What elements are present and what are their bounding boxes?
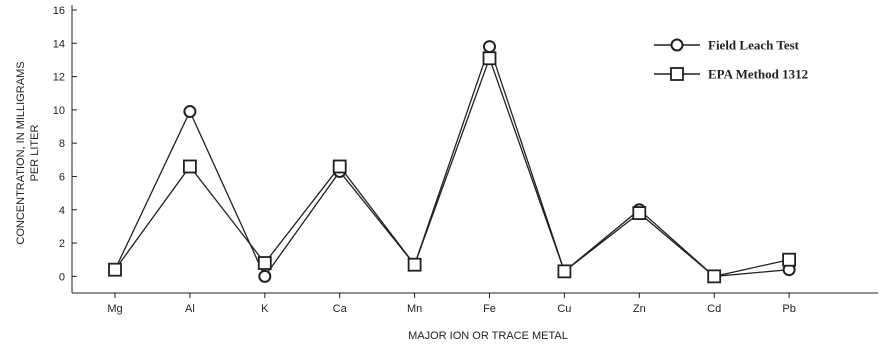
point-field-leach-test-Al [183, 105, 197, 119]
y-tick-label-2: 2 [59, 238, 65, 250]
y-tick-label-0: 0 [59, 271, 65, 283]
chart-axes [71, 5, 878, 294]
point-epa-method-1312-Al [182, 159, 197, 174]
point-epa-method-1312-Fe [482, 51, 497, 66]
legend-marker-epa-method-1312 [670, 67, 684, 81]
series-line-epa-method-1312 [114, 56, 790, 278]
series-layer [108, 40, 796, 284]
x-axis-title: MAJOR ION OR TRACE METAL [408, 330, 568, 342]
x-tick-label-K: K [261, 303, 269, 315]
y-axis-title-line-2: PER LITER [29, 125, 41, 182]
x-tick-label-Fe: Fe [483, 303, 496, 315]
y-tick-label-16: 16 [53, 5, 65, 17]
legend-label-field-leach-test: Field Leach Test [708, 38, 800, 53]
legend-marker-field-leach-test [670, 38, 684, 52]
y-tick-label-6: 6 [59, 171, 65, 183]
point-epa-method-1312-Mg [108, 262, 122, 277]
x-tick-label-Mn: Mn [407, 303, 422, 315]
y-axis-title-line-1: CONCENTRATION, IN MILLIGRAMS [15, 61, 27, 244]
point-epa-method-1312-Ca [332, 159, 347, 174]
point-field-leach-test-K [258, 269, 272, 283]
y-tick-label-8: 8 [59, 138, 65, 150]
point-epa-method-1312-K [257, 256, 272, 270]
x-tick-label-Al: Al [185, 303, 195, 315]
point-epa-method-1312-Cu [557, 264, 572, 279]
x-tick-label-Cd: Cd [707, 303, 721, 315]
point-field-leach-test-Fe [483, 40, 496, 54]
y-tick-label-14: 14 [53, 38, 65, 50]
chart-legend: Field Leach Test EPA Method 1312 [654, 38, 808, 82]
point-epa-method-1312-Pb [782, 252, 796, 267]
y-tick-label-4: 4 [59, 205, 65, 217]
point-epa-method-1312-Cd [707, 269, 722, 284]
x-tick-label-Zn: Zn [633, 303, 646, 315]
x-tick-label-Mg: Mg [107, 303, 122, 315]
legend-label-epa-method-1312: EPA Method 1312 [708, 67, 808, 82]
x-tick-label-Ca: Ca [333, 303, 348, 315]
y-tick-label-10: 10 [53, 105, 65, 117]
y-tick-label-12: 12 [53, 72, 65, 84]
y-axis-ticks: 0 2 4 6 8 10 12 14 16 [53, 5, 77, 283]
point-epa-method-1312-Zn [632, 206, 647, 220]
series-epa-method-1312 [108, 51, 796, 284]
x-axis-ticks: Mg Al K Ca Mn Fe Cu Zn Cd Pb [107, 293, 796, 315]
x-tick-label-Cu: Cu [557, 303, 571, 315]
x-tick-label-Pb: Pb [782, 303, 795, 315]
point-epa-method-1312-Mn [407, 257, 422, 272]
series-line-field-leach-test [114, 44, 790, 278]
